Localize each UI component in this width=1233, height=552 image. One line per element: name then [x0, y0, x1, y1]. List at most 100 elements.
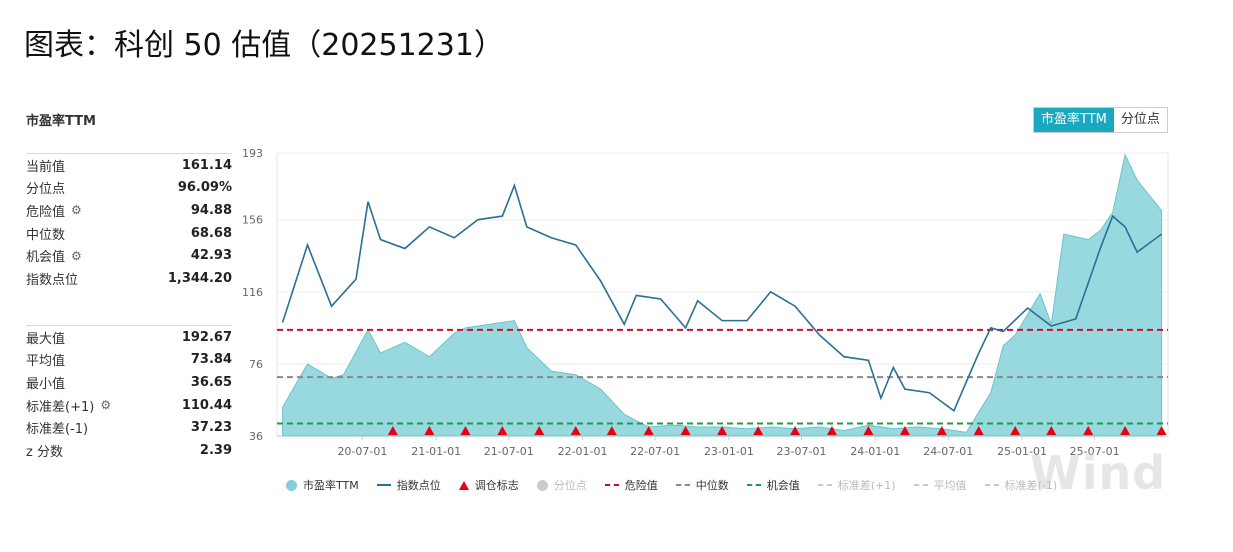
rebalance-marker [973, 426, 984, 435]
y-tick-label: 36 [249, 430, 263, 443]
stat-value: 94.88 [190, 202, 232, 218]
legend-item[interactable]: 危险值 [604, 477, 658, 493]
stat-label: 分位点 [26, 178, 65, 197]
legend-swatch [286, 479, 297, 491]
legend-item[interactable]: 标准差(+1) [817, 477, 896, 493]
legend-item[interactable]: 调仓标志 [458, 477, 519, 493]
stat-value: 96.09% [177, 180, 232, 196]
rebalance-marker [899, 426, 910, 435]
rebalance-marker [1083, 426, 1094, 435]
rebalance-marker [424, 426, 435, 435]
rebalance-marker [680, 426, 691, 435]
legend-swatch [376, 484, 391, 486]
x-tick-label: 24-01-01 [850, 445, 900, 458]
legend-label: 市盈率TTM [303, 479, 359, 492]
stat-value: 73.84 [190, 352, 232, 368]
panel-title: 市盈率TTM [26, 114, 96, 129]
stat-label: 最小值 [26, 373, 65, 392]
stat-row: 标准差(-1) 37.23 [26, 416, 232, 439]
legend-item[interactable]: 市盈率TTM [286, 477, 359, 493]
rebalance-marker [936, 426, 947, 435]
legend-item[interactable]: 机会值 [746, 477, 800, 493]
stat-label-text: 机会值 [26, 250, 66, 266]
rebalance-marker [534, 426, 545, 435]
stat-row: 指数点位 1,344.20 [26, 267, 232, 290]
metric-toggle[interactable]: 市盈率TTM 分位点 [1033, 107, 1168, 133]
x-tick-label: 21-07-01 [484, 445, 534, 458]
rebalance-marker [826, 426, 837, 435]
rebalance-marker [643, 426, 654, 435]
toggle-pe-ttm[interactable]: 市盈率TTM [1034, 108, 1114, 132]
x-tick-label: 20-07-01 [337, 445, 387, 458]
gear-icon[interactable]: ⚙ [100, 398, 112, 413]
chart-legend: 市盈率TTM 指数点位 调仓标志 分位点 危险值 中位数 机会值 标准差(+1) 平均值 标准差(… [286, 477, 1057, 493]
x-tick-label: 22-07-01 [630, 445, 680, 458]
stat-value: 37.23 [190, 420, 232, 436]
gear-icon[interactable]: ⚙ [71, 203, 82, 218]
legend-label: 分位点 [553, 479, 587, 492]
stat-label-text: 当前值 [26, 159, 66, 175]
stat-label-text: 中位数 [26, 227, 66, 243]
rebalance-marker [1010, 426, 1021, 435]
stat-label-text: 标准差(+1) [26, 399, 95, 415]
legend-label: 标准差(-1) [1004, 479, 1058, 492]
stat-row: 最小值 36.65 [26, 371, 232, 394]
legend-label: 中位数 [695, 479, 729, 492]
gear-icon[interactable]: ⚙ [71, 248, 82, 263]
legend-label: 调仓标志 [474, 479, 519, 492]
stat-label-text: 分位点 [26, 182, 66, 198]
legend-swatch [984, 484, 999, 486]
legend-swatch [913, 484, 928, 486]
legend-swatch [746, 484, 761, 486]
legend-item[interactable]: 标准差(-1) [984, 477, 1058, 493]
legend-label: 平均值 [933, 479, 967, 492]
page-title: 图表：科创 50 估值（20251231） [24, 28, 504, 63]
legend-item[interactable]: 分位点 [536, 477, 587, 493]
stat-value: 161.14 [181, 157, 232, 173]
stat-label-text: 标准差(-1) [26, 422, 89, 438]
stat-label: 标准差(-1) [26, 418, 88, 437]
legend-swatch [458, 480, 469, 490]
stat-label-text: 指数点位 [26, 272, 79, 288]
stats-summary: 当前值 161.14 分位点 96.09% 危险值 ⚙ 94.88 中位数 68.68 机会值 ⚙ 4… [26, 153, 232, 290]
stat-value: 110.44 [181, 397, 232, 413]
rebalance-marker [863, 426, 874, 435]
stat-label: 中位数 [26, 224, 65, 243]
legend-label: 指数点位 [396, 479, 441, 492]
legend-label: 危险值 [624, 479, 658, 492]
y-tick-label: 76 [249, 358, 263, 371]
stat-label-text: 最小值 [26, 376, 66, 392]
legend-swatch [536, 479, 548, 491]
stat-row: 分位点 96.09% [26, 177, 232, 200]
stat-value: 36.65 [190, 374, 232, 390]
legend-item[interactable]: 平均值 [913, 477, 967, 493]
x-tick-label: 24-07-01 [923, 445, 973, 458]
legend-label: 机会值 [766, 479, 800, 492]
legend-swatch [817, 484, 832, 486]
x-tick-label: 22-01-01 [558, 445, 608, 458]
legend-item[interactable]: 指数点位 [376, 477, 441, 493]
stat-row: z 分数 2.39 [26, 439, 232, 462]
rebalance-marker [606, 426, 617, 435]
toggle-percentile[interactable]: 分位点 [1113, 108, 1167, 132]
y-tick-label: 156 [242, 214, 263, 227]
stat-row: 当前值 161.14 [26, 154, 232, 177]
stat-value: 2.39 [199, 442, 232, 458]
pe-ttm-area [282, 153, 1163, 437]
stat-label-text: z 分数 [26, 444, 63, 460]
stat-row: 最大值 192.67 [26, 326, 232, 349]
stat-label: 危险值 ⚙ [26, 201, 82, 220]
x-tick-label: 23-01-01 [704, 445, 754, 458]
x-tick-label: 21-01-01 [411, 445, 461, 458]
legend-item[interactable]: 中位数 [675, 477, 729, 493]
stat-row: 中位数 68.68 [26, 222, 232, 245]
stat-row: 标准差(+1) ⚙ 110.44 [26, 394, 232, 417]
stat-label-text: 最大值 [26, 331, 66, 347]
rebalance-marker [460, 426, 471, 435]
stat-row: 机会值 ⚙ 42.93 [26, 244, 232, 267]
y-tick-label: 116 [242, 286, 263, 299]
stat-row: 平均值 73.84 [26, 349, 232, 372]
stat-row: 危险值 ⚙ 94.88 [26, 199, 232, 222]
legend-swatch [604, 484, 619, 486]
